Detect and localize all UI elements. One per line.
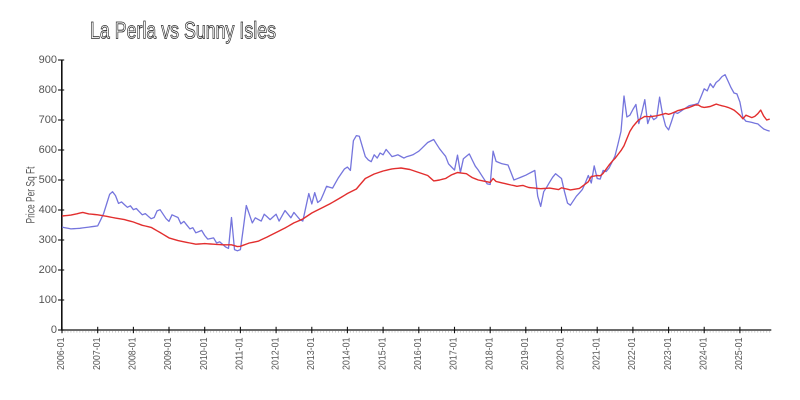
svg-text:0: 0: [51, 324, 57, 336]
svg-text:300: 300: [39, 234, 57, 246]
svg-text:2014-01: 2014-01: [341, 337, 353, 370]
svg-text:700: 700: [39, 114, 57, 126]
svg-text:2010-01: 2010-01: [198, 337, 210, 370]
svg-text:2006-01: 2006-01: [55, 337, 67, 370]
svg-text:2024-01: 2024-01: [697, 337, 709, 370]
svg-text:2015-01: 2015-01: [376, 337, 388, 370]
svg-text:2018-01: 2018-01: [483, 337, 495, 370]
svg-text:900: 900: [39, 54, 57, 66]
svg-text:500: 500: [39, 174, 57, 186]
svg-text:400: 400: [39, 204, 57, 216]
svg-text:Price Per Sq Ft: Price Per Sq Ft: [26, 166, 38, 224]
svg-text:2009-01: 2009-01: [162, 337, 174, 370]
svg-text:2012-01: 2012-01: [269, 337, 281, 370]
svg-text:2025-01: 2025-01: [733, 337, 745, 370]
svg-text:2007-01: 2007-01: [91, 337, 103, 370]
svg-text:800: 800: [39, 84, 57, 96]
svg-text:2011-01: 2011-01: [234, 337, 246, 370]
svg-text:600: 600: [39, 144, 57, 156]
svg-text:2020-01: 2020-01: [555, 337, 567, 370]
svg-text:2013-01: 2013-01: [305, 337, 317, 370]
svg-text:La Perla vs Sunny Isles: La Perla vs Sunny Isles: [90, 18, 276, 45]
svg-text:2008-01: 2008-01: [127, 337, 139, 370]
svg-text:200: 200: [39, 264, 57, 276]
svg-text:2019-01: 2019-01: [519, 337, 531, 370]
svg-text:2021-01: 2021-01: [590, 337, 602, 370]
svg-text:2023-01: 2023-01: [662, 337, 674, 370]
svg-text:2022-01: 2022-01: [626, 337, 638, 370]
svg-text:100: 100: [39, 294, 57, 306]
svg-text:2016-01: 2016-01: [412, 337, 424, 370]
svg-text:2017-01: 2017-01: [448, 337, 460, 370]
